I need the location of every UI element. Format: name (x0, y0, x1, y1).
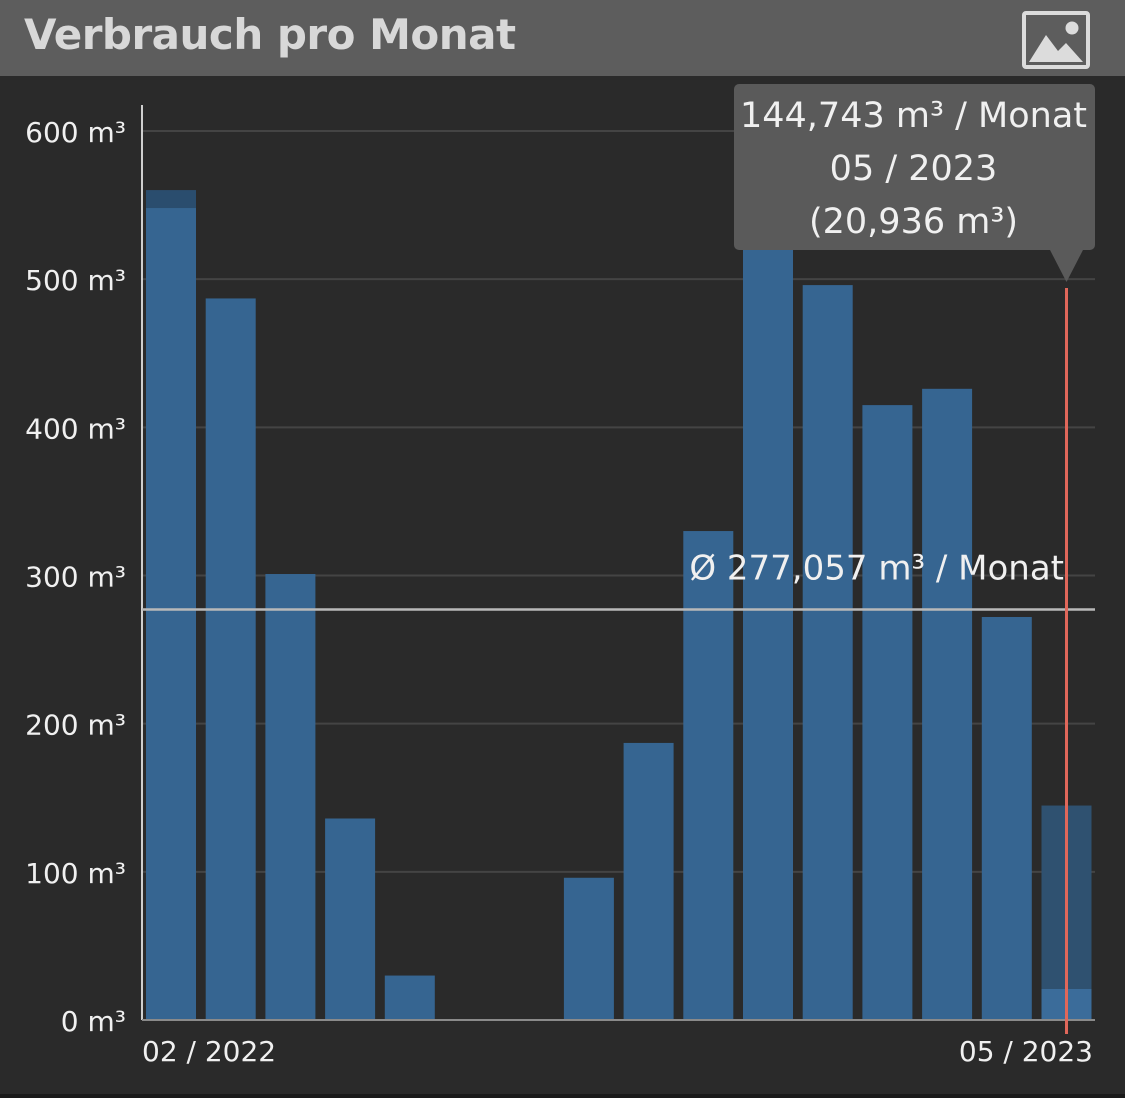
bar[interactable] (862, 405, 913, 1020)
bar[interactable] (205, 298, 256, 1020)
bar[interactable] (683, 531, 734, 1020)
axes (141, 105, 1095, 1021)
y-tick-labels: 0 m³ 100 m³ 200 m³ 300 m³ 400 m³ 500 m³ 600 m³ (25, 116, 126, 1038)
bar[interactable] (563, 877, 614, 1020)
bar[interactable] (981, 616, 1032, 1020)
x-tick-label-end: 05 / 2023 (959, 1035, 1093, 1068)
tooltip-line3: (20,936 m³) (809, 202, 1018, 242)
y-tick-label: 600 m³ (25, 116, 126, 149)
bar-cap (146, 190, 196, 209)
bar[interactable] (265, 574, 316, 1020)
y-tick-label: 300 m³ (25, 561, 126, 594)
tooltip-line1: 144,743 m³ / Monat (740, 96, 1087, 136)
x-tick-label-start: 02 / 2022 (142, 1035, 276, 1068)
bar[interactable] (384, 975, 435, 1020)
bar[interactable] (325, 818, 376, 1020)
x-tick-labels: 02 / 2022 05 / 2023 (142, 1035, 1093, 1068)
bar[interactable] (743, 249, 793, 1021)
widget-title: Verbrauch pro Monat (24, 10, 516, 59)
tooltip-pointer (1049, 249, 1084, 282)
bottom-strip (0, 1094, 1125, 1098)
y-tick-label: 500 m³ (25, 264, 126, 297)
tooltip-line2: 05 / 2023 (830, 149, 998, 189)
y-tick-label: 400 m³ (25, 412, 126, 445)
bar[interactable] (146, 190, 196, 1020)
tooltip-box (734, 84, 1095, 250)
bar[interactable] (623, 742, 674, 1020)
y-tick-label: 100 m³ (25, 857, 126, 890)
tooltip: 144,743 m³ / Monat 05 / 2023 (20,936 m³) (734, 84, 1095, 282)
y-tick-label: 200 m³ (25, 709, 126, 742)
widget-header: Verbrauch pro Monat (0, 0, 1125, 76)
bar[interactable] (922, 388, 973, 1020)
image-icon[interactable] (1022, 11, 1090, 69)
average-marker: Ø 277,057 m³ / Monat (142, 548, 1095, 611)
y-tick-label: 0 m³ (61, 1005, 126, 1038)
bar[interactable] (802, 285, 853, 1020)
average-label: Ø 277,057 m³ / Monat (689, 548, 1064, 588)
bar-series[interactable] (146, 190, 1092, 1021)
